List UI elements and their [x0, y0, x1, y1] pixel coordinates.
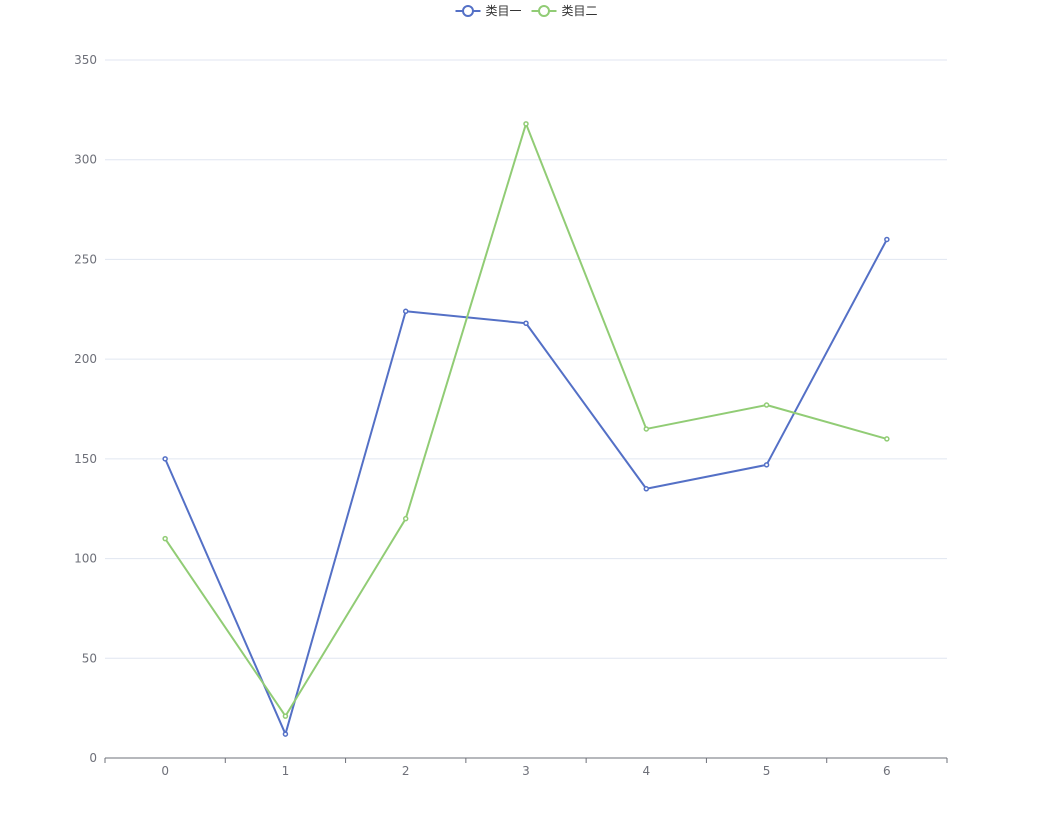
grid-lines: [105, 59, 947, 659]
x-tick-label: 6: [883, 764, 891, 778]
legend-item-1[interactable]: 类目一: [455, 4, 522, 18]
x-tick-label: 0: [161, 764, 169, 778]
y-tick-label: 200: [74, 352, 97, 366]
data-point[interactable]: [884, 436, 890, 442]
x-tick-label: 4: [642, 764, 650, 778]
data-point[interactable]: [282, 713, 289, 719]
x-tick-label: 2: [402, 764, 410, 778]
data-point[interactable]: [763, 402, 770, 408]
x-tick-label: 5: [763, 764, 771, 778]
data-point[interactable]: [763, 462, 770, 468]
data-point[interactable]: [523, 320, 529, 326]
y-tick-label: 300: [74, 153, 97, 167]
y-tick-label: 100: [74, 552, 97, 566]
x-tick-label: 3: [522, 764, 530, 778]
data-point[interactable]: [643, 486, 650, 492]
legend-label: 类目一: [486, 4, 522, 18]
series-lines: [162, 121, 890, 737]
y-tick-label: 350: [74, 53, 97, 67]
y-tick-label: 250: [74, 252, 97, 266]
data-point[interactable]: [162, 535, 168, 542]
legend[interactable]: 类目一 类目二: [455, 4, 598, 18]
x-tick-label: 1: [282, 764, 290, 778]
y-tick-label: 0: [89, 751, 97, 765]
data-point[interactable]: [523, 121, 529, 127]
series-line-1: [164, 239, 888, 736]
y-tick-label: 50: [82, 651, 97, 665]
legend-circle-icon: [462, 5, 474, 17]
legend-label: 类目二: [562, 4, 598, 18]
data-point[interactable]: [162, 456, 168, 462]
data-point[interactable]: [282, 731, 289, 737]
data-point[interactable]: [402, 308, 409, 315]
legend-item-2[interactable]: 类目二: [531, 4, 598, 18]
axes: 0 50 100 150 200 250 300 350 0 1 2 3 4 5 6: [74, 53, 948, 778]
data-point[interactable]: [643, 426, 650, 432]
y-tick-label: 150: [74, 452, 97, 466]
legend-circle-icon: [538, 5, 550, 17]
data-point[interactable]: [884, 236, 890, 243]
series-line-2: [164, 122, 888, 718]
data-point[interactable]: [402, 515, 409, 522]
